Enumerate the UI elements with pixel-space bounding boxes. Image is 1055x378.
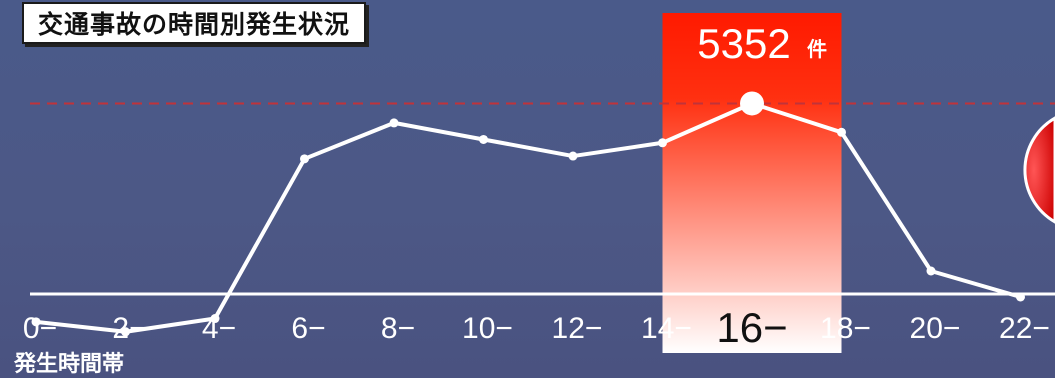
data-point	[1016, 292, 1025, 302]
x-tick-label: 16−	[716, 304, 787, 351]
x-tick-label: 0−	[23, 312, 57, 345]
series-line	[35, 101, 1022, 334]
highlight-unit-label: 件	[807, 37, 827, 61]
data-point	[121, 327, 130, 337]
data-point-highlight	[740, 91, 764, 116]
x-tick-label: 12−	[552, 312, 603, 345]
highlight-value-label: 5352	[697, 20, 790, 67]
series-line-group	[31, 91, 1025, 337]
x-tick-label: 14−	[641, 312, 692, 345]
data-point	[837, 127, 846, 137]
cropped-red-circle	[1023, 116, 1055, 224]
data-point	[210, 314, 220, 324]
highlight-callout: 5352 件	[697, 20, 827, 67]
data-point	[658, 138, 667, 148]
x-tick-label: 18−	[820, 312, 871, 345]
x-tick-label: 22−	[999, 312, 1050, 345]
chart-title: 交通事故の時間別発生状況	[22, 2, 367, 44]
data-point	[568, 151, 578, 161]
data-point	[926, 266, 936, 276]
x-tick-label: 2−	[112, 312, 146, 345]
x-tick-label: 4−	[202, 312, 236, 345]
x-tick-label: 6−	[291, 312, 325, 345]
data-point	[31, 317, 41, 327]
x-tick-label: 10−	[462, 312, 513, 345]
x-axis-label: 発生時間帯	[14, 352, 125, 377]
data-point	[300, 154, 309, 164]
data-point	[389, 118, 399, 128]
x-tick-label: 8−	[381, 312, 415, 345]
highlight-band	[662, 13, 842, 353]
x-tick-label: 20−	[910, 312, 961, 345]
x-tick-labels: 0− 2− 4− 6− 8− 10− 12− 14− 16− 18− 20− 22−	[23, 304, 1050, 351]
data-point	[479, 134, 488, 144]
